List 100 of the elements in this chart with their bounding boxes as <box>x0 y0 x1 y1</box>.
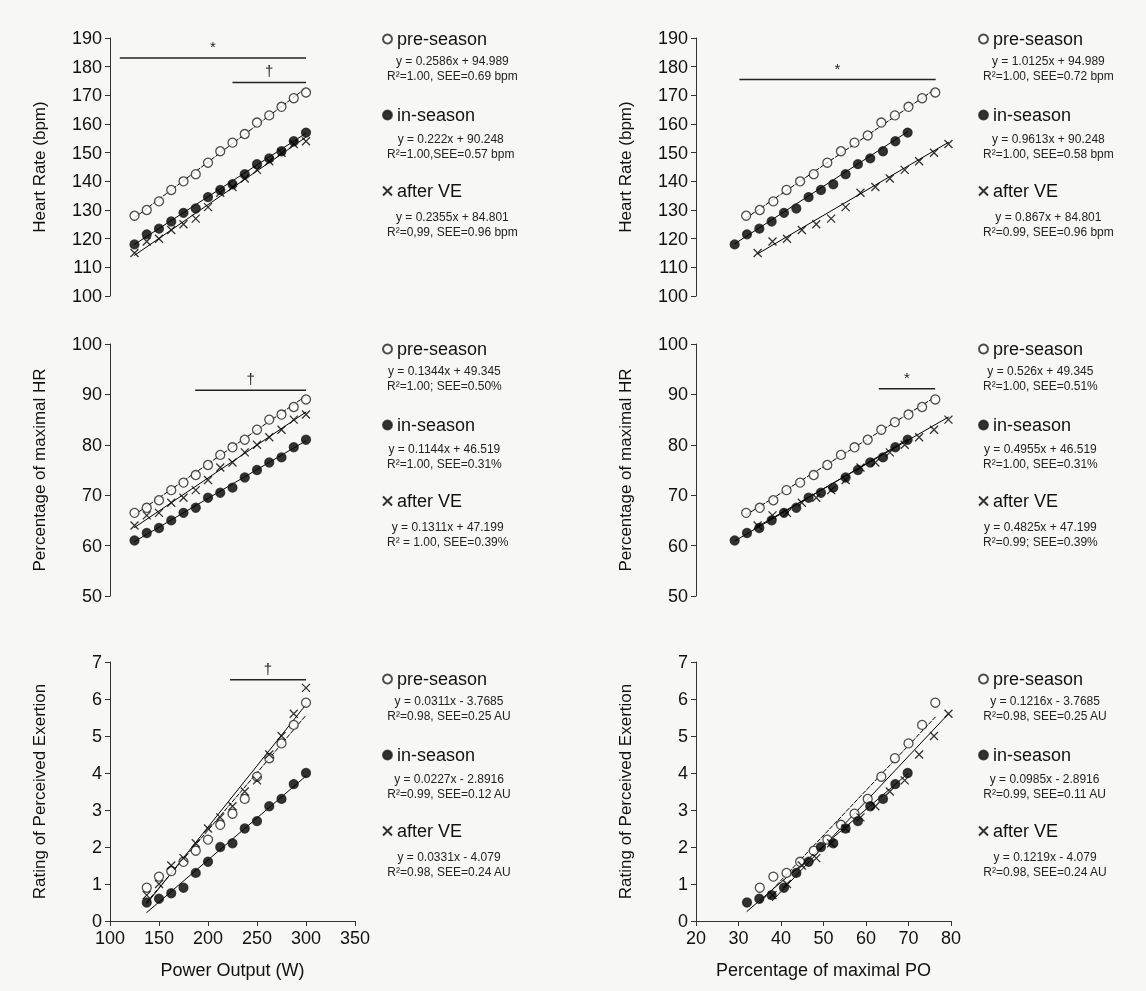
y-tick-label: 0 <box>91 911 102 931</box>
x-tick-label: 150 <box>143 928 175 948</box>
annotation: † <box>263 659 273 677</box>
text: y = 0.0331x - 4.079 R²=0.98, SEE=0.24 AU <box>387 849 511 879</box>
y-tick-label: 180 <box>71 56 102 77</box>
y-tick-label: 5 <box>91 726 102 746</box>
legend-label: in-season <box>397 105 476 125</box>
y-tick-label: 100 <box>71 334 102 354</box>
y-tick-label: 100 <box>71 286 102 306</box>
y-tick-label: 110 <box>73 257 102 278</box>
legend-label: in-season <box>397 415 476 435</box>
y-tick-label: 150 <box>71 142 102 163</box>
legend-label: in-season <box>397 745 476 765</box>
y-axis-title: Rating of Perceived Exertion <box>30 683 49 900</box>
y-tick-label: 50 <box>81 586 102 606</box>
y-tick-label: 80 <box>667 434 688 455</box>
text: y = 0.1144x + 46.519 R²=1.00, SEE=0.31% <box>386 441 503 471</box>
text: y = 0.4825x + 47.199 R²=0.99; SEE=0.39% <box>982 519 1099 549</box>
y-tick-label: 140 <box>71 171 102 192</box>
x-tick-label: 80 <box>940 928 962 948</box>
legend-label: pre-season <box>993 29 1084 49</box>
y-tick-label: 3 <box>677 800 688 820</box>
legend-label: pre-season <box>993 339 1084 359</box>
y-tick-label: 100 <box>657 334 688 354</box>
text: y = 0.0227x - 2.8916 R²=0.99, SEE=0.12 AU <box>387 771 511 801</box>
annotation: † <box>246 370 255 388</box>
legend-label: in-season <box>993 745 1072 765</box>
y-tick-label: 2 <box>91 837 102 857</box>
x-tick-label: 70 <box>898 928 919 948</box>
y-tick-label: 190 <box>657 28 688 48</box>
annotation: † <box>265 62 274 80</box>
text: y = 0.2355x + 84.801 R²=0,99, SEE=0.96 bpm <box>387 209 518 239</box>
y-tick-label: 120 <box>657 228 688 249</box>
x-tick-label: 350 <box>339 928 371 948</box>
text: y = 0.0311x - 3.7685 R²=0.98, SEE=0.25 AU <box>387 693 511 723</box>
y-axis-title: Rating of Perceived Exertion <box>616 683 635 900</box>
y-tick-label: 4 <box>677 763 688 783</box>
y-tick-label: 180 <box>657 56 688 77</box>
y-tick-label: 70 <box>667 485 688 506</box>
y-tick-label: 2 <box>677 837 688 857</box>
x-tick-label: 20 <box>685 928 707 948</box>
text: y = 0.9613x + 90.248 R²=1.00, SEE=0.58 bpm <box>983 131 1114 161</box>
y-tick-label: 130 <box>71 200 102 220</box>
legend-label: pre-season <box>993 669 1084 689</box>
annotation: * <box>209 38 216 56</box>
legend-label: after VE <box>993 181 1059 201</box>
y-tick-label: 70 <box>81 485 102 506</box>
y-tick-label: 190 <box>71 28 102 48</box>
y-tick-label: 50 <box>667 586 688 606</box>
legend-label: pre-season <box>397 29 488 49</box>
y-axis-title: Heart Rate (bpm) <box>30 101 49 233</box>
y-tick-label: 100 <box>657 286 688 306</box>
legend-label: after VE <box>397 491 463 511</box>
x-axis-title: Power Output (W) <box>160 960 305 980</box>
y-tick-label: 1 <box>91 874 102 894</box>
legend-label: after VE <box>993 821 1059 841</box>
y-axis-title: Percentage of maximal HR <box>616 368 635 572</box>
legend-label: after VE <box>397 821 463 841</box>
y-tick-label: 60 <box>667 535 688 556</box>
y-tick-label: 1 <box>677 874 688 894</box>
x-axis-title: Percentage of maximal PO <box>715 960 932 980</box>
y-tick-label: 6 <box>91 689 102 709</box>
x-tick-label: 300 <box>290 928 322 948</box>
text: y = 0.1216x - 3.7685 R²=0.98, SEE=0.25 AU <box>983 693 1107 723</box>
y-tick-label: 7 <box>91 652 102 672</box>
x-tick-label: 200 <box>192 928 224 948</box>
y-tick-label: 80 <box>81 434 102 455</box>
y-tick-label: 170 <box>71 85 102 106</box>
y-tick-label: 90 <box>667 384 688 405</box>
y-tick-label: 90 <box>81 384 102 405</box>
y-tick-label: 150 <box>657 142 688 163</box>
y-tick-label: 3 <box>91 800 102 820</box>
legend-label: in-season <box>993 105 1072 125</box>
legend-label: after VE <box>397 181 463 201</box>
y-tick-label: 160 <box>657 114 688 134</box>
text: y = 0.222x + 90.248 R²=1.00,SEE=0.57 bpm <box>387 131 515 161</box>
y-tick-label: 60 <box>81 535 102 556</box>
annotation: * <box>834 59 841 77</box>
y-tick-label: 170 <box>657 85 688 106</box>
text: y = 0.0985x - 2.8916 R²=0.99, SEE=0.11 AU <box>983 771 1106 801</box>
text: y = 0.526x + 49.345 R²=1.00, SEE=0.51% <box>982 363 1099 393</box>
x-tick-label: 60 <box>855 928 877 948</box>
legend-label: pre-season <box>397 339 488 359</box>
y-tick-label: 140 <box>657 171 688 192</box>
x-tick-label: 250 <box>241 928 273 948</box>
y-axis-title: Percentage of maximal HR <box>30 368 49 572</box>
legend-label: in-season <box>993 415 1072 435</box>
annotation: * <box>904 368 911 386</box>
legend-label: after VE <box>993 491 1059 511</box>
text: y = 0.4955x + 46.519 R²=1.00, SEE=0.31% <box>982 441 1099 471</box>
text: y = 1.0125x + 94.989 R²=1.00, SEE=0.72 bpm <box>983 53 1114 83</box>
legend-label: pre-season <box>397 669 488 689</box>
text: y = 0.1344x + 49.345 R²=1.00; SEE=0.50% <box>386 363 503 393</box>
y-tick-label: 0 <box>677 911 688 931</box>
x-tick-label: 40 <box>770 928 792 948</box>
text: y = 0.1311x + 47.199 R² = 1.00, SEE=0.39% <box>387 519 509 549</box>
x-tick-label: 30 <box>728 928 749 948</box>
y-tick-label: 7 <box>677 652 688 672</box>
y-tick-label: 120 <box>71 228 102 249</box>
x-tick-label: 50 <box>813 928 834 948</box>
